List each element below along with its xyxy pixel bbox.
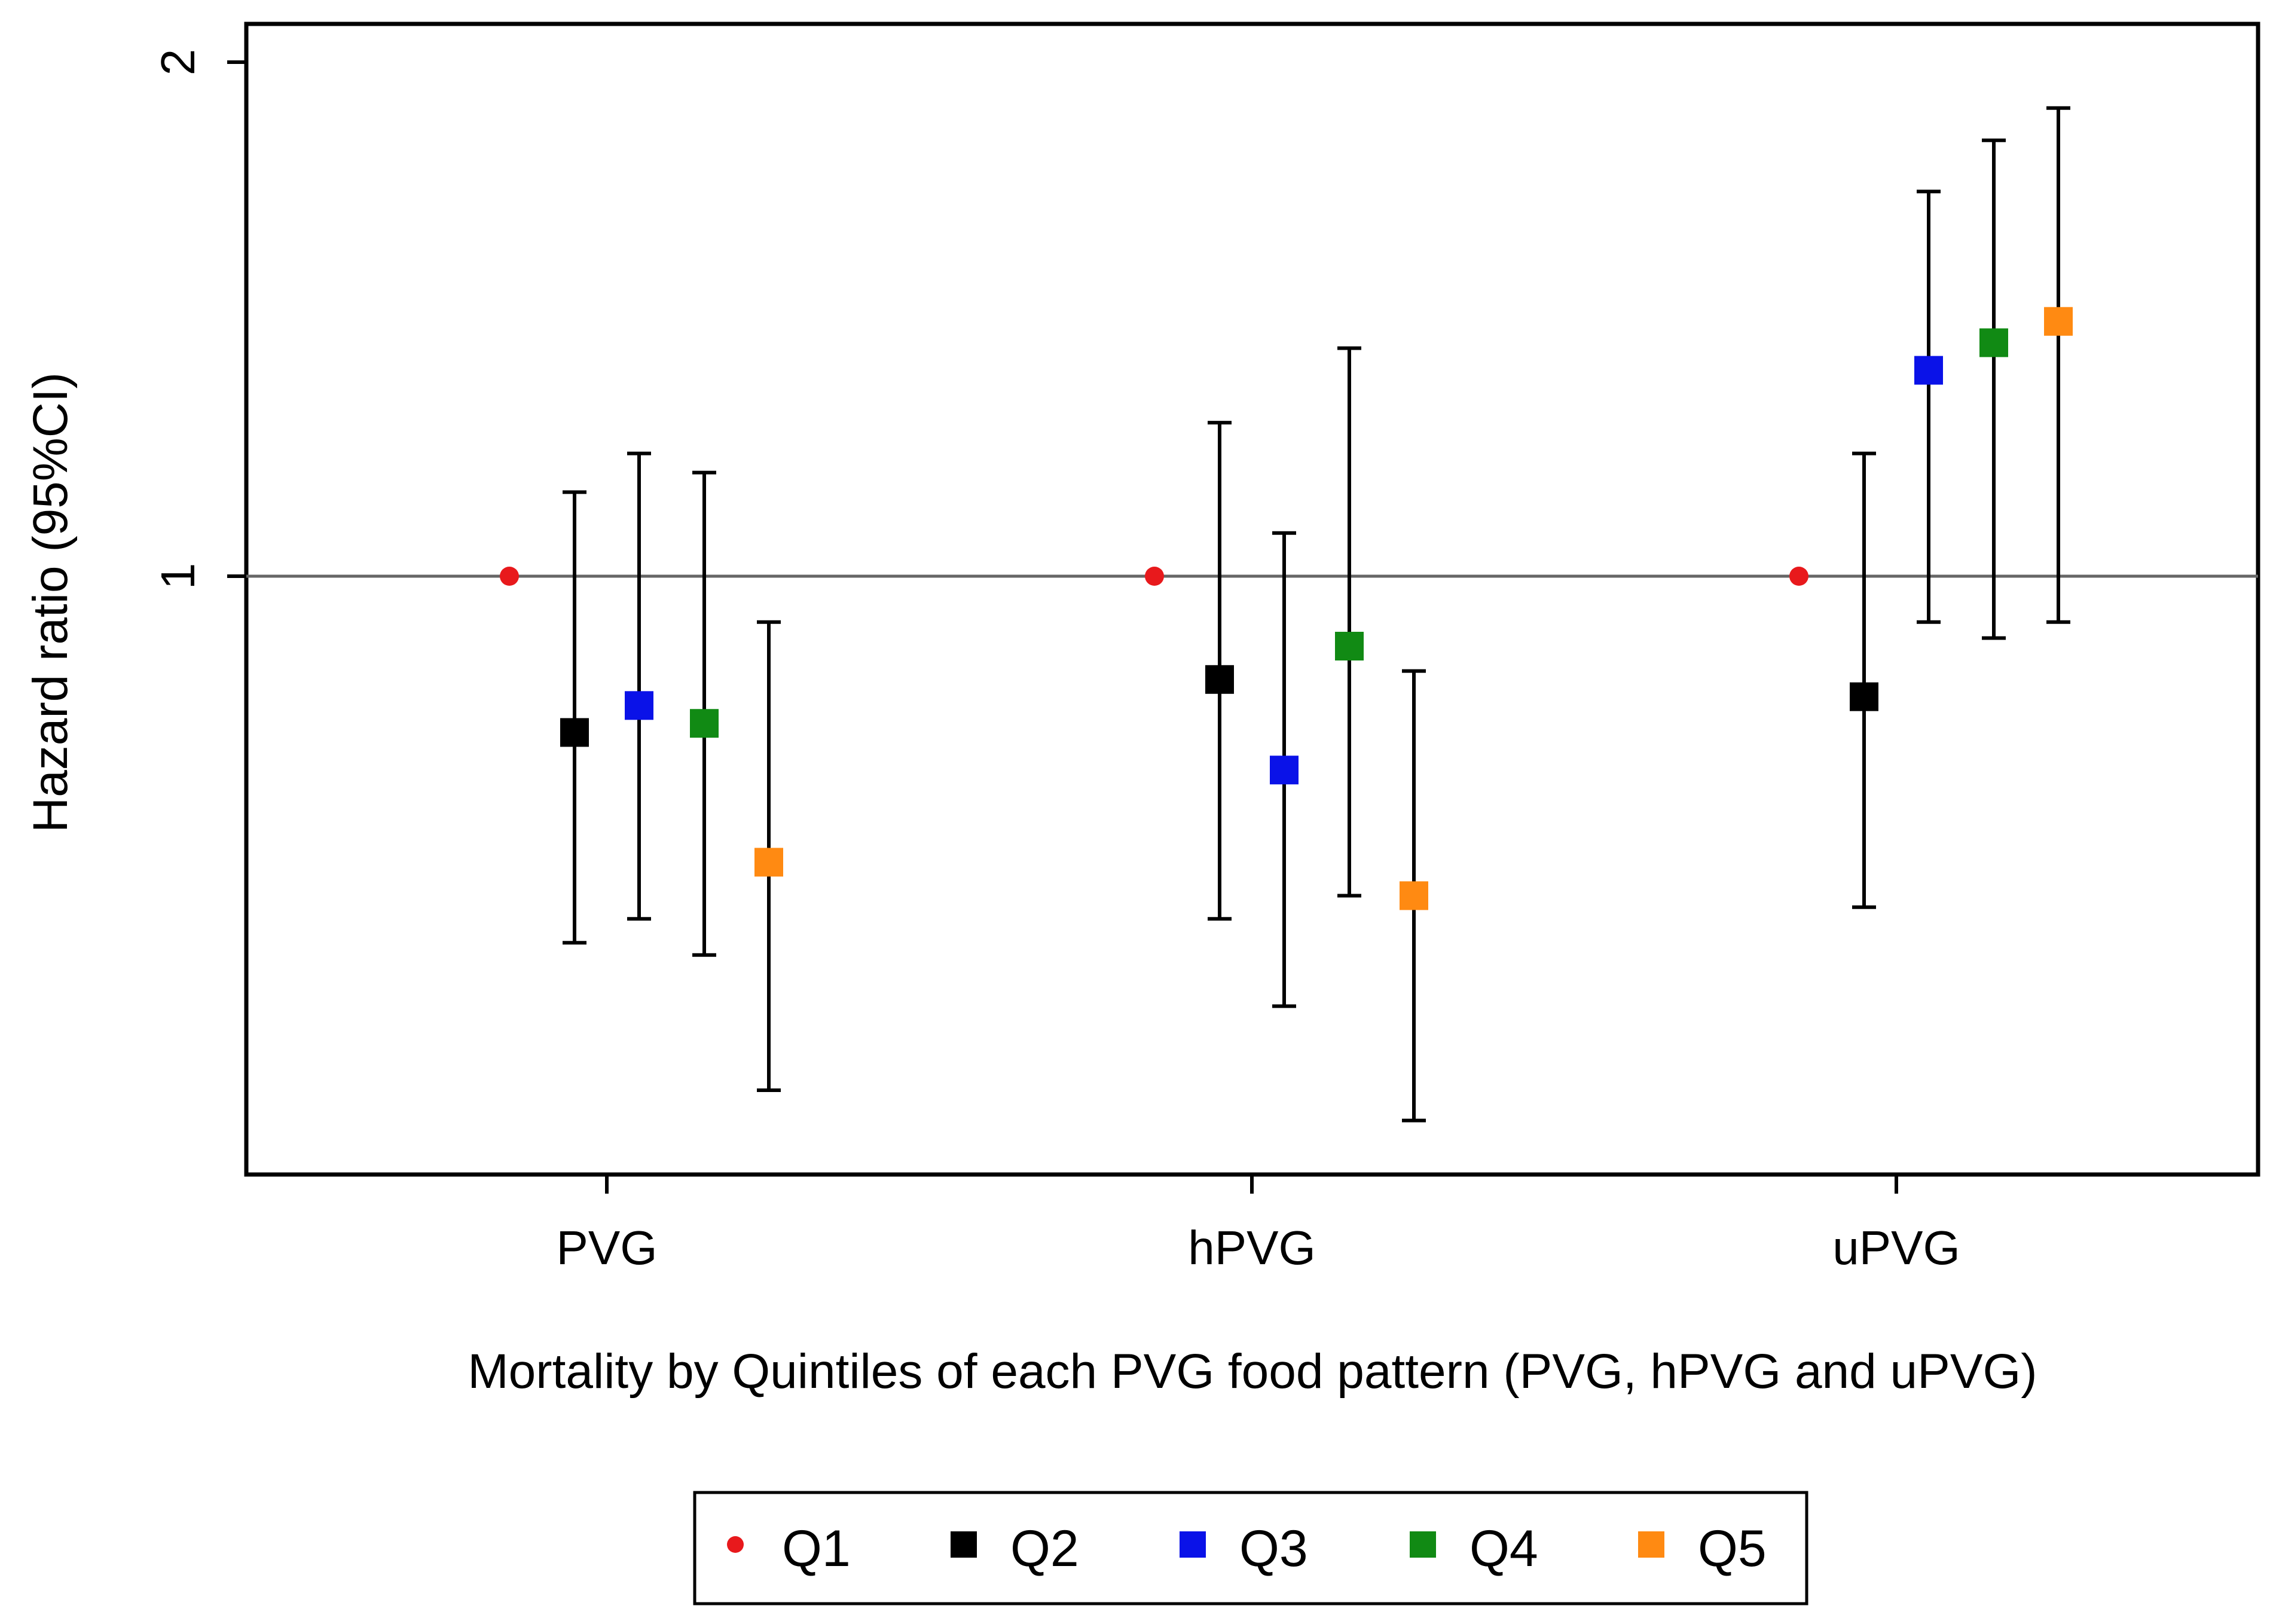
point-q3-upvg: [1914, 356, 1943, 385]
point-q3-pvg: [625, 691, 653, 720]
point-q2-pvg: [560, 718, 589, 747]
legend-marker: [951, 1531, 977, 1558]
point-q2-hpvg: [1205, 665, 1234, 694]
legend-label: Q3: [1239, 1520, 1308, 1577]
point-q1-hpvg: [1145, 567, 1164, 586]
legend-marker: [1638, 1531, 1664, 1558]
y-tick-label: 2: [151, 49, 204, 76]
legend-frame: [693, 1491, 1808, 1605]
point-q5-upvg: [2044, 307, 2073, 336]
legend-item-q1: Q1: [727, 1520, 851, 1577]
legend-item-q3: Q3: [1180, 1520, 1308, 1577]
data-points: [500, 307, 2073, 910]
x-tick-label-hpvg: hPVG: [1188, 1221, 1315, 1274]
legend-label: Q5: [1698, 1520, 1767, 1577]
legend-label: Q1: [782, 1520, 851, 1577]
legend-label: Q2: [1010, 1520, 1079, 1577]
legend-marker: [727, 1536, 744, 1553]
legend: Q1 Q2 Q3 Q4 Q5: [693, 1491, 1808, 1605]
point-q4-pvg: [690, 709, 719, 738]
point-q2-upvg: [1850, 682, 1878, 711]
y-axis-title: Hazard ratio (95%CI): [23, 372, 78, 833]
y-tick-label: 1: [151, 563, 204, 590]
legend-item-q5: Q5: [1638, 1520, 1767, 1577]
legend-marker: [1410, 1531, 1436, 1558]
legend-marker: [1180, 1531, 1206, 1558]
point-q4-upvg: [1979, 328, 2008, 357]
y-axis: 12: [151, 49, 246, 590]
x-tick-label-upvg: uPVG: [1832, 1221, 1960, 1274]
point-q1-pvg: [500, 567, 519, 586]
error-bars: [563, 106, 2070, 1123]
x-tick-label-pvg: PVG: [557, 1221, 658, 1274]
legend-label: Q4: [1469, 1520, 1538, 1577]
x-axis: PVG hPVG uPVG: [557, 1175, 1960, 1274]
point-q4-hpvg: [1335, 632, 1364, 661]
plot-frame: [244, 22, 2260, 1177]
point-q3-hpvg: [1270, 756, 1299, 785]
point-q5-pvg: [754, 848, 783, 877]
point-q1-upvg: [1789, 567, 1808, 586]
legend-item-q2: Q2: [951, 1520, 1079, 1577]
point-q5-hpvg: [1400, 881, 1428, 910]
x-axis-title: Mortality by Quintiles of each PVG food …: [468, 1344, 2037, 1399]
legend-item-q4: Q4: [1410, 1520, 1538, 1577]
